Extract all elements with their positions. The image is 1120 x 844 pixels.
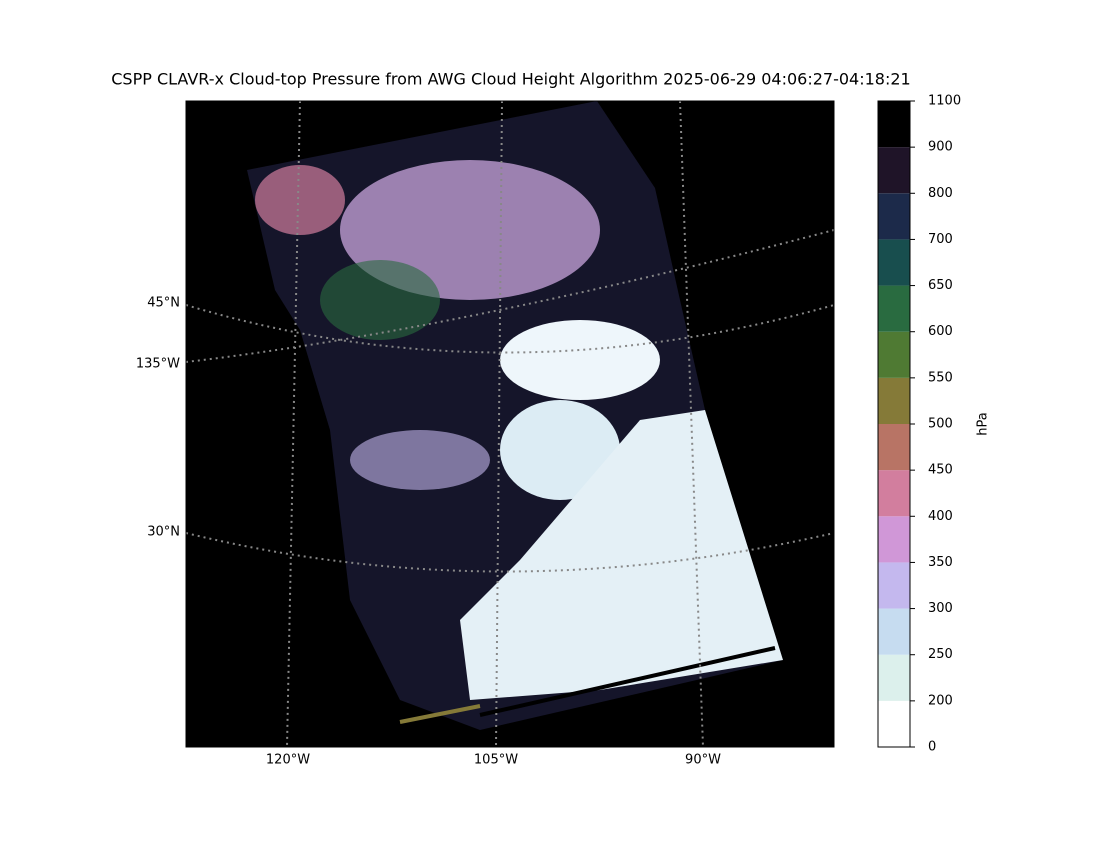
colorbar-tick-label: 1100 xyxy=(928,94,961,109)
cloud xyxy=(320,260,440,340)
colorbar-segment xyxy=(878,377,910,424)
title: CSPP CLAVR-x Cloud-top Pressure from AWG… xyxy=(111,70,910,89)
map-frame xyxy=(185,100,835,748)
lat-label: 45°N xyxy=(147,296,180,311)
scan-gap xyxy=(479,646,776,717)
colorbar-tick-label: 0 xyxy=(928,740,936,755)
colorbar-segment xyxy=(878,147,910,194)
colorbar-segment xyxy=(878,562,910,609)
cloud xyxy=(255,165,345,235)
colorbar-segment xyxy=(878,101,910,148)
colorbar-tick-label: 650 xyxy=(928,278,953,293)
colorbar-tick-label: 800 xyxy=(928,186,953,201)
map: 45°N 135°W 30°N 120°W 105°W 90°W xyxy=(136,100,835,768)
colorbar-tick-label: 250 xyxy=(928,647,953,662)
colorbar-segment xyxy=(878,516,910,563)
lat-label: 30°N xyxy=(147,525,180,540)
colorbar-segment xyxy=(878,700,910,747)
graticule xyxy=(186,101,834,747)
lon-label: 90°W xyxy=(685,753,721,768)
cloud xyxy=(500,320,660,400)
lon-label: 120°W xyxy=(266,753,310,768)
lon-label: 135°W xyxy=(136,357,180,372)
cloud xyxy=(350,430,490,490)
colorbar-segment xyxy=(878,331,910,378)
scan-line xyxy=(399,704,481,724)
colorbar-label: hPa xyxy=(976,412,991,435)
colorbar-segment xyxy=(878,424,910,471)
colorbar-tick-label: 600 xyxy=(928,324,953,339)
lon-label: 105°W xyxy=(474,753,518,768)
colorbar-segment xyxy=(878,239,910,286)
colorbar-tick-label: 700 xyxy=(928,232,953,247)
colorbar-segment xyxy=(878,654,910,701)
colorbar-segment xyxy=(878,285,910,332)
colorbar-segment xyxy=(878,608,910,655)
colorbar-tick-label: 200 xyxy=(928,693,953,708)
colorbar-tick-label: 300 xyxy=(928,601,953,616)
colorbar-tick-label: 500 xyxy=(928,417,953,432)
colorbar-tick-label: 900 xyxy=(928,140,953,155)
colorbar-tick-label: 550 xyxy=(928,370,953,385)
colorbar-segment xyxy=(878,470,910,517)
colorbar-segment xyxy=(878,193,910,240)
colorbar-tick-label: 350 xyxy=(928,555,953,570)
colorbar-tick-label: 400 xyxy=(928,509,953,524)
colorbar-tick-label: 450 xyxy=(928,463,953,478)
cloud xyxy=(460,410,783,700)
cloud xyxy=(500,400,620,500)
